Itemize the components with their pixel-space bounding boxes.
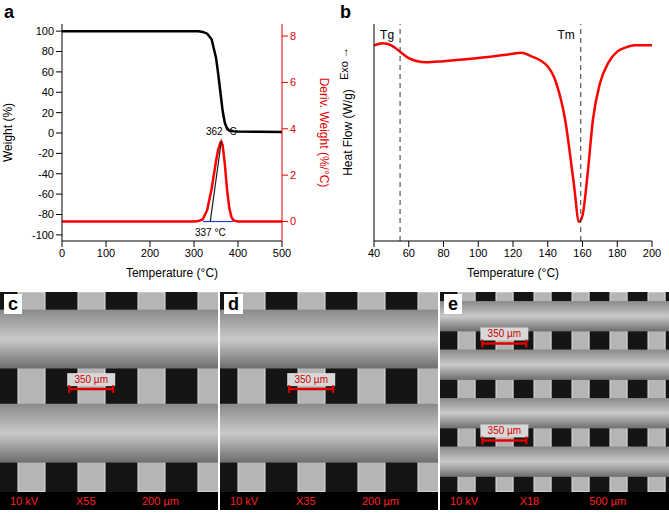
- svg-text:Weight (%): Weight (%): [1, 103, 15, 162]
- svg-text:100: 100: [469, 247, 487, 259]
- svg-text:40: 40: [42, 86, 54, 98]
- svg-text:160: 160: [573, 247, 591, 259]
- svg-text:350 µm: 350 µm: [294, 374, 328, 385]
- svg-text:Heat Flow (W/g): Heat Flow (W/g): [341, 89, 355, 176]
- svg-text:200 µm: 200 µm: [362, 495, 399, 507]
- html-text:a: a: [4, 2, 14, 22]
- svg-text:100: 100: [97, 247, 115, 259]
- svg-text:2: 2: [290, 169, 296, 181]
- svg-text:4: 4: [290, 123, 296, 135]
- svg-text:X35: X35: [296, 495, 316, 507]
- svg-text:-40: -40: [38, 168, 54, 180]
- svg-text:120: 120: [504, 247, 522, 259]
- svg-text:Deriv. Weight (%/°C): Deriv. Weight (%/°C): [317, 78, 331, 188]
- svg-text:6: 6: [290, 76, 296, 88]
- svg-text:10 kV: 10 kV: [10, 495, 39, 507]
- svg-text:-60: -60: [38, 188, 54, 200]
- svg-text:8: 8: [290, 30, 296, 42]
- svg-text:337 °C: 337 °C: [195, 227, 226, 238]
- svg-text:500 µm: 500 µm: [589, 495, 626, 507]
- svg-text:500: 500: [273, 247, 291, 259]
- svg-text:100: 100: [36, 25, 54, 37]
- svg-text:200: 200: [643, 247, 661, 259]
- html-text:Exo →: Exo →: [338, 47, 350, 80]
- svg-text:350 µm: 350 µm: [488, 425, 522, 436]
- svg-text:20: 20: [42, 107, 54, 119]
- svg-text:X18: X18: [520, 495, 540, 507]
- svg-text:0: 0: [290, 215, 296, 227]
- svg-text:-20: -20: [38, 147, 54, 159]
- svg-text:140: 140: [539, 247, 557, 259]
- svg-text:10 kV: 10 kV: [230, 495, 259, 507]
- svg-text:80: 80: [437, 247, 449, 259]
- html-text:d: d: [228, 294, 239, 314]
- svg-text:0: 0: [59, 247, 65, 259]
- html-text:c: c: [8, 294, 18, 314]
- svg-text:80: 80: [42, 45, 54, 57]
- svg-text:60: 60: [403, 247, 415, 259]
- svg-text:Tm: Tm: [557, 28, 574, 42]
- svg-text:180: 180: [608, 247, 626, 259]
- svg-text:40: 40: [368, 247, 380, 259]
- svg-text:-80: -80: [38, 208, 54, 220]
- svg-text:200: 200: [141, 247, 159, 259]
- svg-text:X55: X55: [76, 495, 96, 507]
- svg-text:0: 0: [48, 127, 54, 139]
- svg-text:Tg: Tg: [380, 28, 394, 42]
- html-text:b: b: [340, 2, 351, 22]
- svg-text:60: 60: [42, 66, 54, 78]
- svg-text:Temperature (°C): Temperature (°C): [126, 266, 218, 280]
- svg-text:362 °C: 362 °C: [206, 126, 237, 137]
- svg-text:300: 300: [185, 247, 203, 259]
- html-text:e: e: [448, 294, 458, 314]
- svg-text:400: 400: [229, 247, 247, 259]
- svg-text:350 µm: 350 µm: [488, 328, 522, 339]
- svg-text:200 µm: 200 µm: [142, 495, 179, 507]
- svg-text:10 kV: 10 kV: [450, 495, 479, 507]
- svg-text:Temperature (°C): Temperature (°C): [467, 266, 559, 280]
- svg-text:350 µm: 350 µm: [74, 374, 108, 385]
- svg-text:-100: -100: [32, 229, 54, 241]
